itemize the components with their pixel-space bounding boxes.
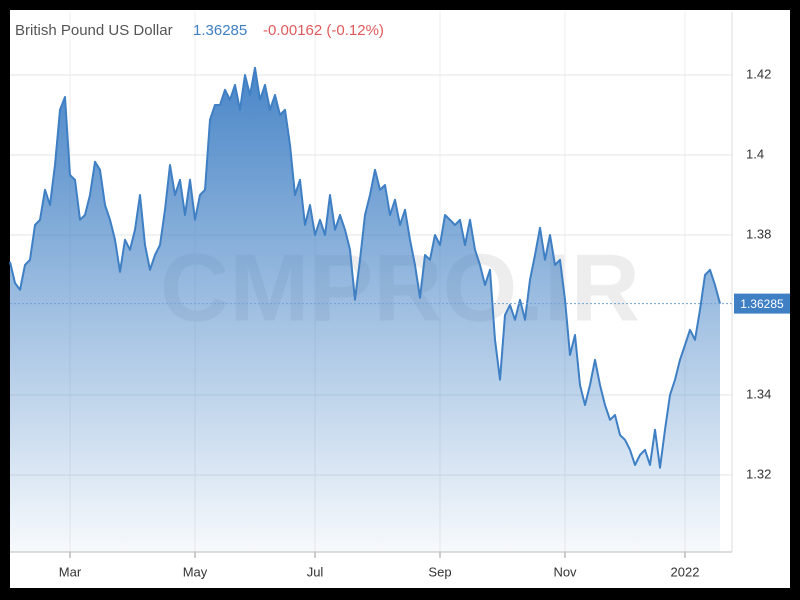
line bbox=[9, 66, 721, 469]
y-tick-label: 1.42 bbox=[746, 66, 771, 81]
plot bbox=[9, 66, 732, 553]
y-tick-label: 1.38 bbox=[746, 226, 771, 241]
y-tick-label: 1.34 bbox=[746, 386, 771, 401]
price-change: -0.00162 (-0.12%) bbox=[263, 22, 384, 39]
y-tick-label: 1.32 bbox=[746, 466, 771, 481]
y-tick-label: 1.4 bbox=[746, 146, 764, 161]
last-price-label: 1.36285 bbox=[740, 297, 784, 311]
x-tick-label: Jul bbox=[307, 564, 324, 579]
axes: 1.32 1.34 1.38 1.4 1.42 Mar May Jul Sep Nov 2022 1.… bbox=[10, 12, 790, 579]
x-tick-label: Mar bbox=[59, 564, 82, 579]
x-tick-label: Nov bbox=[553, 564, 577, 579]
x-tick-label: 2022 bbox=[671, 564, 700, 579]
last-price: 1.36285 bbox=[193, 22, 247, 39]
chart-title: British Pound US Dollar bbox=[15, 22, 173, 39]
area bbox=[10, 67, 720, 553]
last-price-badge bbox=[734, 293, 790, 314]
x-tick-label: May bbox=[183, 564, 208, 579]
x-tick-label: Sep bbox=[428, 564, 451, 579]
